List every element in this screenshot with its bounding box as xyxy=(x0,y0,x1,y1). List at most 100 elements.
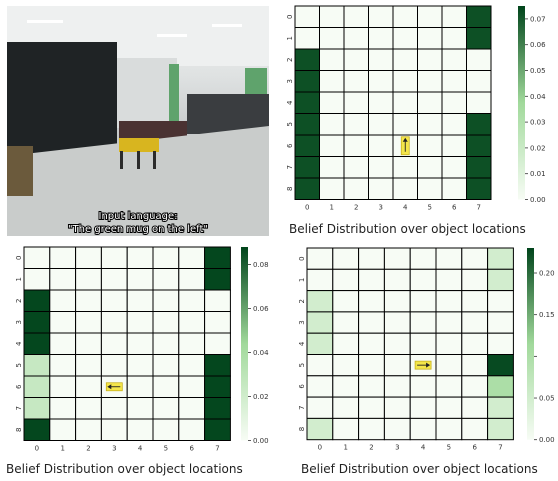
heatmap-cell xyxy=(306,332,334,355)
heatmap-cell xyxy=(466,156,492,179)
heatmap-cell xyxy=(152,418,180,441)
heatmap-cell xyxy=(306,354,334,377)
heatmap-cell xyxy=(417,156,443,179)
colorbar xyxy=(527,248,534,440)
colorbar-tick-label: 0.00 xyxy=(539,436,555,444)
colorbar-tick-label: 0.00 xyxy=(253,437,269,445)
heatmap-cell xyxy=(392,5,418,28)
heatmap-cell xyxy=(332,290,360,313)
robot-leg xyxy=(137,151,140,169)
robot-dog xyxy=(119,138,159,152)
row-tick-label: 8 xyxy=(286,187,294,191)
robot-heading-arrowhead xyxy=(107,384,112,390)
subtitle-line-1: Input language: xyxy=(99,211,178,222)
heatmap-cell xyxy=(126,289,154,312)
row-tick-label: 7 xyxy=(286,165,294,169)
heatmap-chart-3: 0 1 2 3 4 5 6 7 8 0 1 2 3 4 5 6 7 0.00 0.05 0.15 0.20 xyxy=(298,247,555,452)
heatmap-cell xyxy=(466,113,492,136)
heatmap-cell xyxy=(152,246,180,269)
heatmap-cell xyxy=(368,177,394,200)
robot-camera-photo: Input language: "The green mug on the le… xyxy=(7,6,269,236)
row-tick-label: 3 xyxy=(298,320,306,324)
heatmap-cell xyxy=(487,311,514,334)
column-tick-label: 3 xyxy=(112,445,116,453)
heatmap-cell xyxy=(343,91,369,114)
heatmap-cell xyxy=(152,311,180,334)
heatmap-cell xyxy=(126,375,154,398)
heatmap-cell xyxy=(332,247,360,270)
heatmap-cell xyxy=(417,91,443,114)
heatmap-cell xyxy=(435,396,463,419)
heatmap-cell xyxy=(332,396,360,419)
heatmap-cell xyxy=(126,246,154,269)
belief-heatmap-3: 0 1 2 3 4 5 6 7 8 0 1 2 3 4 5 6 7 0.00 0.05 0.15 0.20 Belief… xyxy=(283,242,558,481)
column-tick-label: 3 xyxy=(379,204,383,212)
heatmap-cell xyxy=(435,268,463,292)
heatmap-cell xyxy=(435,332,463,355)
heatmap-cell xyxy=(417,113,443,136)
heatmap-cell xyxy=(319,27,345,50)
heatmap-cell xyxy=(294,156,320,179)
heatmap-cell xyxy=(332,375,360,398)
heatmap-cell xyxy=(319,70,345,93)
colorbar-tick-label: 0.05 xyxy=(539,395,555,403)
heatmap-cell xyxy=(417,27,443,50)
heatmap-cell xyxy=(294,48,320,71)
heatmap-cell xyxy=(49,418,77,441)
heatmap-cell xyxy=(294,27,320,50)
heatmap-cell xyxy=(343,48,369,71)
column-tick-label: 0 xyxy=(305,204,309,212)
heatmap-cell xyxy=(392,113,418,136)
heatmap-cell xyxy=(461,268,489,292)
heatmap-cell xyxy=(306,268,334,292)
heatmap-cell xyxy=(178,332,206,355)
heatmap-cell xyxy=(435,375,463,398)
colorbar-tick-label: 0.07 xyxy=(530,15,546,23)
ceiling-light xyxy=(157,34,187,37)
heatmap-cell xyxy=(466,134,492,157)
row-tick-label: 8 xyxy=(15,428,23,432)
heatmap-cell xyxy=(306,311,334,334)
column-tick-label: 6 xyxy=(189,445,194,453)
heatmap-cell xyxy=(306,417,334,441)
heatmap-cell xyxy=(178,289,206,312)
column-tick-label: 2 xyxy=(354,204,358,212)
column-tick-label: 1 xyxy=(343,444,347,452)
heatmap-cell xyxy=(126,397,154,420)
row-tick-label: 1 xyxy=(298,278,306,282)
heatmap-cell xyxy=(466,177,492,200)
heatmap-cell xyxy=(487,290,514,313)
row-tick-label: 2 xyxy=(298,299,306,303)
heatmap-cell xyxy=(435,354,463,377)
column-tick-label: 6 xyxy=(472,444,477,452)
heatmap-cell xyxy=(319,91,345,114)
heatmap-cell xyxy=(435,311,463,334)
heatmap-cell xyxy=(343,27,369,50)
heatmap-cell xyxy=(358,268,385,292)
heatmap-cell xyxy=(383,375,411,398)
heatmap-cell xyxy=(204,332,231,355)
row-tick-label: 1 xyxy=(286,36,294,40)
robot-heading-arrowhead xyxy=(402,137,408,142)
colorbar-tick-label: 0.08 xyxy=(253,261,269,269)
heatmap-cell xyxy=(23,311,51,334)
colorbar-tick-label: 0.02 xyxy=(530,144,546,152)
heatmap-cell xyxy=(392,48,418,71)
robot-leg xyxy=(120,151,123,169)
row-tick-label: 1 xyxy=(15,277,23,281)
heatmap-cell xyxy=(178,246,206,269)
subtitle-line-2: "The green mug on the left" xyxy=(68,224,208,235)
heatmap-cell xyxy=(319,134,345,157)
floor xyxy=(7,126,269,236)
heatmap-cell xyxy=(368,113,394,136)
heatmap-chart-2: 0 1 2 3 4 5 6 7 8 0 1 2 3 4 5 6 7 0.00 0.02 0.04 0.06 0.08 xyxy=(15,246,269,453)
column-tick-label: 6 xyxy=(452,204,457,212)
heatmap-cell xyxy=(100,268,128,291)
heatmap-cell xyxy=(392,91,418,114)
row-tick-label: 4 xyxy=(15,341,23,346)
column-tick-label: 4 xyxy=(403,204,408,212)
heatmap-cell xyxy=(358,417,385,441)
heatmap-cell xyxy=(126,268,154,291)
heatmap-cell xyxy=(343,5,369,28)
heatmap-cell xyxy=(435,290,463,313)
